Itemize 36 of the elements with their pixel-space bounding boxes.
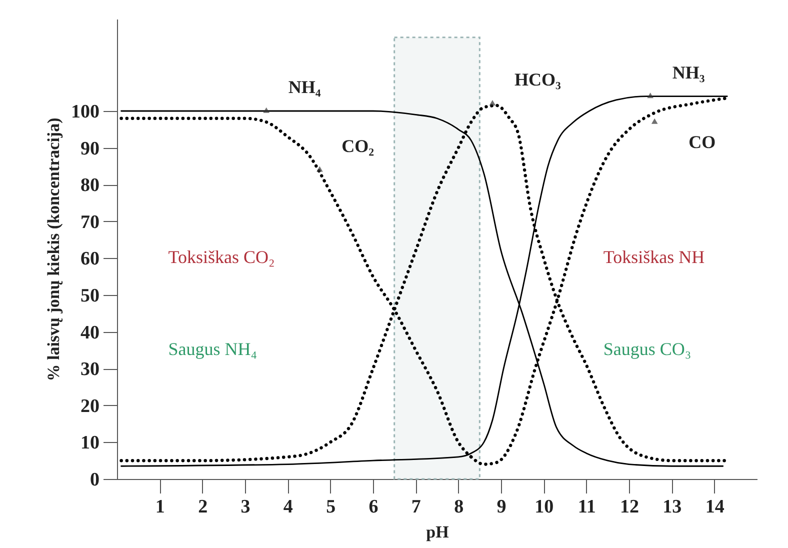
y-tick-label: 50: [80, 286, 100, 306]
annotation: Saugus NH₄: [168, 339, 257, 360]
annotation: HCO₃: [514, 70, 562, 90]
annotation: NH₃: [672, 62, 706, 82]
y-tick-label: 70: [80, 212, 100, 233]
annotation: Toksiškas CO₂: [168, 247, 275, 268]
annotation: Saugus CO₃: [603, 339, 692, 360]
x-tick-label: 5: [326, 496, 336, 518]
x-tick-label: 10: [534, 496, 554, 518]
y-tick-label: 60: [80, 248, 100, 270]
annotation: NH₄: [288, 77, 322, 97]
y-axis-title: % laisvų jonų kiekis (koncentracija): [44, 118, 63, 382]
y-tick-label: 40: [80, 322, 100, 344]
y-tick-label: 20: [80, 396, 100, 417]
x-tick-label: 8: [454, 496, 464, 518]
x-tick-label: 3: [240, 496, 250, 518]
y-tick-label: 90: [80, 138, 100, 160]
y-tick-label: 0: [90, 470, 100, 490]
annotation: Toksiškas NH: [603, 247, 705, 268]
x-tick-label: 7: [411, 496, 422, 518]
y-tick-label: 10: [80, 432, 100, 454]
x-tick-label: 4: [283, 496, 294, 518]
x-tick-label: 1: [155, 496, 165, 518]
y-tick-label: 80: [80, 175, 100, 196]
y-tick-label: 30: [80, 359, 100, 380]
x-tick-label: 12: [620, 496, 639, 518]
x-tick-label: 2: [198, 496, 208, 518]
x-tick-label: 9: [496, 496, 506, 518]
x-tick-label: 11: [578, 496, 596, 518]
x-tick-label: 6: [368, 496, 378, 518]
x-axis-title: pH: [426, 522, 449, 542]
annotation: CO₂: [342, 136, 374, 156]
y-tick-label: 100: [71, 102, 100, 122]
x-tick-label: 13: [662, 496, 682, 518]
x-tick-label: 14: [705, 496, 725, 518]
annotation: CO: [688, 132, 716, 152]
